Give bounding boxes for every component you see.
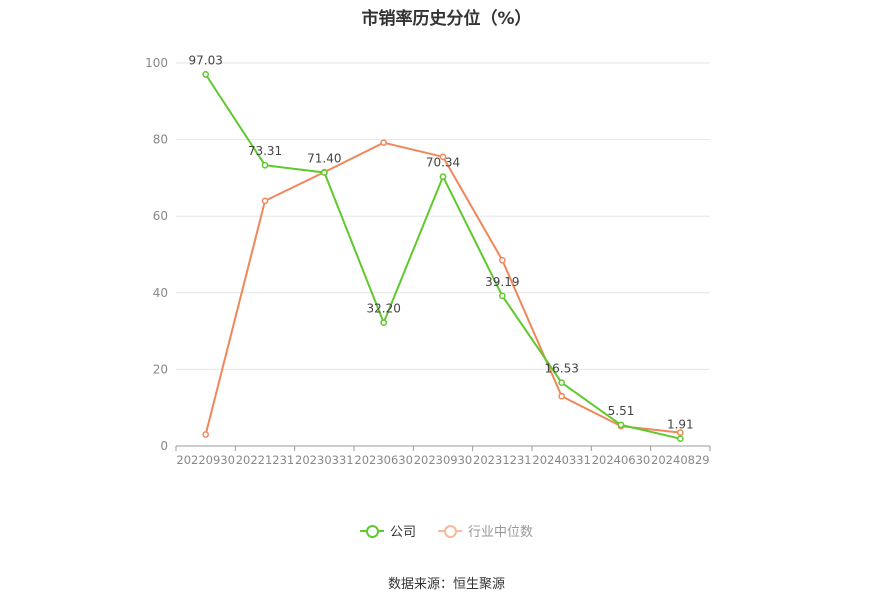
x-tick-label: 20230630 (354, 453, 413, 467)
legend-label-industry-median: 行业中位数 (468, 525, 534, 540)
legend: 公司 行业中位数 (0, 521, 893, 540)
data-point-industry (202, 431, 210, 438)
data-label: 1.91 (667, 418, 694, 432)
source-note: 数据来源：恒生聚源 (387, 577, 505, 592)
data-point-industry (498, 256, 506, 264)
y-tick-label: 40 (153, 286, 168, 300)
data-label: 73.31 (248, 144, 282, 158)
series-line-industry (204, 141, 681, 435)
x-tick-label: 20240829 (651, 453, 710, 467)
data-point-industry (439, 153, 447, 161)
series-line-company (204, 73, 681, 440)
data-point-company (439, 173, 447, 180)
y-tick-label: 100 (145, 56, 168, 70)
y-tick-label: 80 (153, 133, 168, 147)
data-point-industry (558, 392, 566, 400)
x-tick-label: 20231231 (473, 453, 532, 467)
legend-item-industry-median[interactable]: 行业中位数 (438, 521, 533, 540)
x-tick-label: 20230331 (295, 453, 354, 467)
x-tick-label: 20230930 (414, 453, 473, 467)
x-tick-label: 20220930 (176, 453, 235, 467)
data-label: 32.20 (366, 302, 400, 316)
data-label: 5.51 (608, 404, 635, 418)
data-point-company (202, 71, 210, 78)
data-label: 16.53 (544, 362, 578, 376)
data-point-company (498, 292, 506, 300)
series (202, 71, 684, 443)
data-point-industry (676, 429, 684, 436)
data-point-company (380, 319, 388, 327)
data-point-industry (261, 197, 269, 205)
data-labels: 97.03 73.31 71.40 32.20 70.34 39.19 16.53 5.51 1… (188, 53, 693, 431)
x-tick-label: 20240331 (532, 453, 591, 467)
chart-title: 市销率历史分位（%） (361, 9, 532, 29)
x-tick-label: 20240630 (592, 453, 651, 467)
y-tick-label: 60 (153, 209, 168, 223)
data-label: 70.34 (426, 156, 460, 170)
data-point-company (320, 169, 328, 176)
grid-lines (176, 62, 710, 370)
legend-swatch-company-icon (359, 524, 384, 538)
data-point-company (558, 379, 566, 387)
x-tick-label: 20221231 (236, 453, 295, 467)
legend-item-company[interactable]: 公司 (359, 521, 416, 540)
data-point-company (261, 161, 269, 169)
data-point-company (617, 421, 625, 429)
data-point-industry (380, 139, 388, 147)
y-tick-label: 20 (153, 362, 168, 376)
y-tick-label: 0 (160, 439, 168, 453)
data-point-company (676, 435, 684, 443)
legend-label-company: 公司 (389, 525, 416, 540)
data-label: 97.03 (188, 53, 222, 67)
data-label: 71.40 (307, 152, 341, 166)
legend-swatch-industry-icon (438, 524, 462, 538)
data-label: 39.19 (485, 275, 519, 289)
